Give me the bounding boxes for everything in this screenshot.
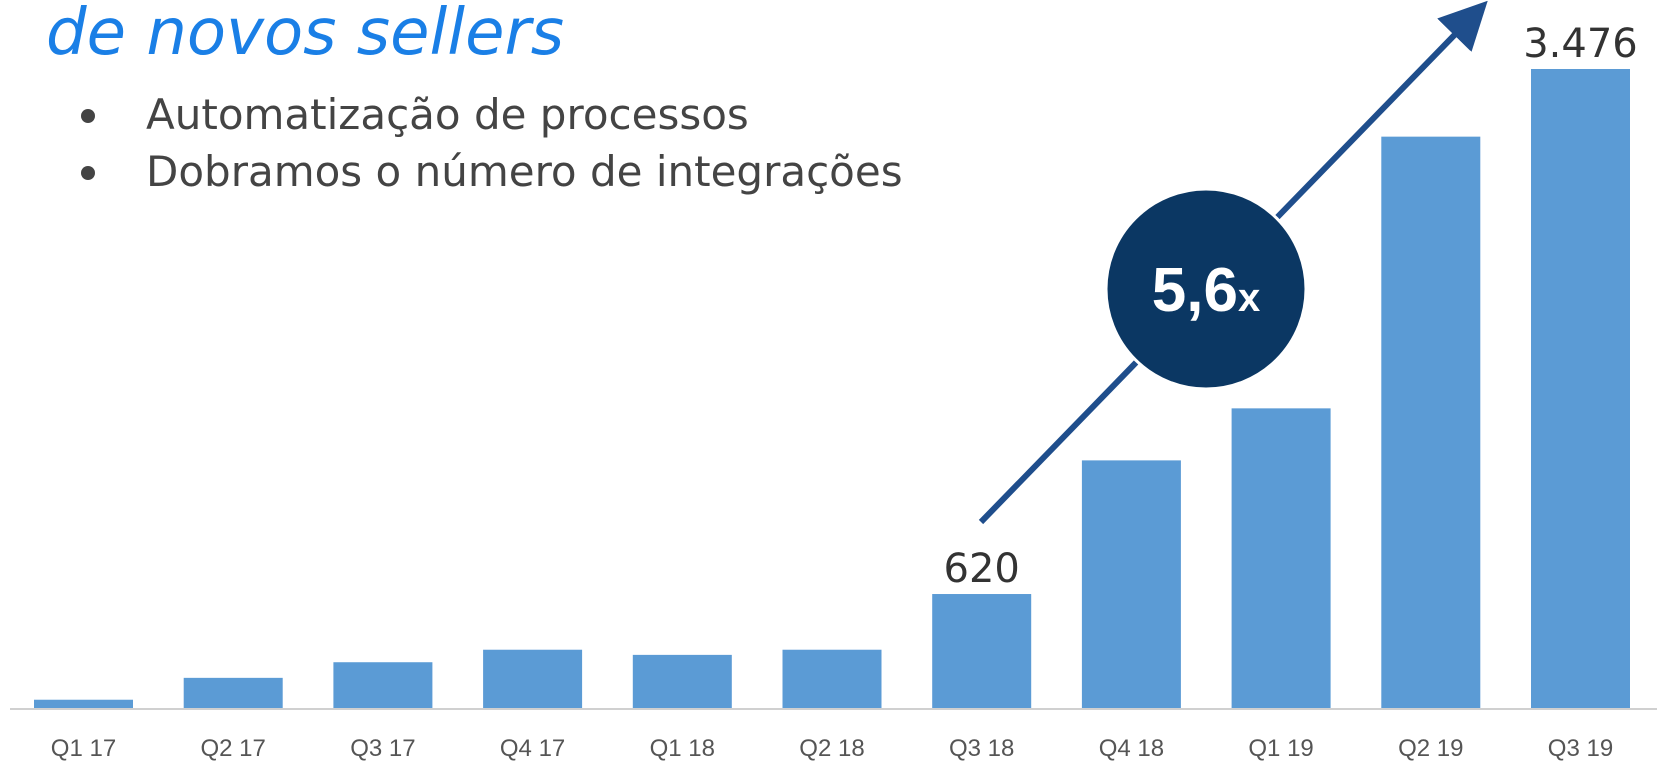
x-tick-label: Q3 19 <box>1548 735 1613 762</box>
x-tick-label: Q1 18 <box>650 735 715 762</box>
bar <box>333 662 433 708</box>
bar <box>1531 69 1630 708</box>
bar <box>483 649 583 708</box>
bar <box>1081 460 1181 708</box>
value-label: 3.476 <box>1523 21 1638 67</box>
growth-main: 5,6 <box>1152 256 1238 325</box>
x-tick-label: Q1 19 <box>1248 735 1313 762</box>
growth-badge <box>1104 187 1308 391</box>
x-tick-label: Q4 18 <box>1099 735 1164 762</box>
bullet-dot <box>81 109 95 123</box>
bar <box>782 649 882 708</box>
x-tick-label: Q2 19 <box>1398 735 1463 762</box>
x-tick-label: Q3 18 <box>949 735 1014 762</box>
bullet-text: Dobramos o número de integrações <box>146 147 903 196</box>
x-tick-label: Q2 18 <box>799 735 864 762</box>
x-tick-label: Q3 17 <box>350 735 415 762</box>
chart-title: de novos sellers <box>46 0 564 70</box>
bullet-dot <box>81 166 95 180</box>
x-tick-label: Q4 17 <box>500 735 565 762</box>
x-tick-label: Q2 17 <box>201 735 266 762</box>
value-label: 620 <box>944 546 1020 592</box>
bar <box>932 594 1032 708</box>
bullet-text: Automatização de processos <box>146 90 749 139</box>
bar <box>183 677 283 708</box>
x-tick-label: Q1 17 <box>51 735 116 762</box>
bar <box>632 654 732 708</box>
bar <box>1231 408 1331 708</box>
bar <box>1381 136 1481 709</box>
growth-label: 5,6x <box>1152 256 1260 325</box>
growth-suffix: x <box>1238 276 1260 320</box>
bar <box>34 699 133 708</box>
